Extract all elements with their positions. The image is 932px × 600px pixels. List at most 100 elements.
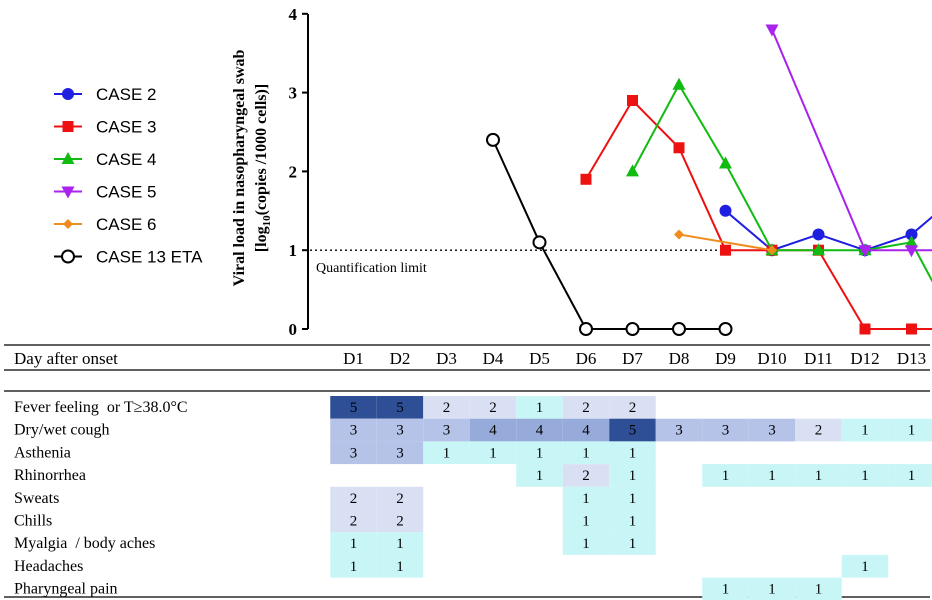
heat-cell-value: 4 bbox=[582, 423, 590, 439]
x-tick-label: D10 bbox=[757, 349, 786, 368]
symptom-row-pharyngeal-pain: Pharyngeal pain 1 1 1 bbox=[14, 577, 842, 600]
symptom-label: Headaches bbox=[14, 558, 83, 575]
symptom-label: Fever feeling or T≥38.0°C bbox=[14, 399, 188, 416]
heat-cell bbox=[748, 577, 796, 600]
heat-cell bbox=[795, 577, 842, 600]
symptom-heatmap: Fever feeling or T≥38.0°C 5 5 2 2 1 2 2 Dry/wet … bbox=[14, 396, 932, 600]
symptom-label: Dry/wet cough bbox=[14, 422, 110, 439]
legend-label: CASE 4 bbox=[96, 150, 156, 169]
heat-cell-value: 4 bbox=[489, 423, 497, 439]
symptom-label: Chills bbox=[14, 513, 52, 530]
heat-cell bbox=[376, 532, 424, 555]
heat-cell bbox=[423, 441, 470, 465]
heat-cell-value: 5 bbox=[350, 400, 358, 416]
heat-cell bbox=[609, 464, 656, 487]
data-point-case-3 bbox=[859, 323, 871, 335]
heat-cell bbox=[748, 464, 796, 487]
data-point-case-3 bbox=[627, 94, 638, 106]
data-point-case-5 bbox=[765, 24, 779, 37]
data-point-case-3 bbox=[673, 142, 685, 154]
heat-cell-value: 1 bbox=[768, 582, 776, 598]
heat-cell bbox=[702, 464, 749, 487]
x-tick-label: D9 bbox=[715, 349, 736, 368]
series-case-13-eta bbox=[486, 132, 733, 336]
heat-cell bbox=[841, 418, 889, 442]
heat-cell bbox=[562, 532, 610, 555]
x-tick-label: D1 bbox=[343, 349, 364, 368]
heat-cell-value: 1 bbox=[722, 468, 730, 484]
data-point-case-4 bbox=[719, 156, 732, 169]
data-point-case-13-eta bbox=[718, 322, 733, 336]
heat-cell bbox=[841, 554, 889, 578]
heat-cell bbox=[330, 441, 377, 465]
x-tick-label: D2 bbox=[390, 349, 411, 368]
data-point-case-2 bbox=[812, 228, 825, 241]
heat-cell bbox=[609, 418, 656, 442]
x-tick-label: D12 bbox=[850, 349, 879, 368]
legend-label: CASE 13 ETA bbox=[96, 248, 203, 267]
heat-cell-value: 1 bbox=[396, 559, 404, 575]
symptom-row-headaches: Headaches 1 1 1 bbox=[14, 554, 889, 578]
heat-cell-value: 1 bbox=[350, 536, 358, 552]
x-tick-label: D5 bbox=[529, 349, 550, 368]
heat-cell-value: 1 bbox=[443, 445, 451, 461]
data-point-case-2 bbox=[905, 228, 918, 241]
heat-cell bbox=[702, 418, 749, 442]
data-point-case-13-eta bbox=[579, 322, 593, 336]
data-point-case-13-eta bbox=[625, 322, 640, 336]
legend-marker bbox=[61, 249, 75, 264]
series-line-case-3 bbox=[585, 98, 932, 330]
legend-item-case-2: CASE 2 bbox=[54, 85, 156, 104]
heat-cell bbox=[330, 418, 377, 442]
heat-cell-value: 1 bbox=[722, 582, 730, 598]
series-group bbox=[486, 24, 932, 336]
y-tick-label: 1 bbox=[289, 241, 298, 260]
x-tick-label: D13 bbox=[897, 349, 926, 368]
heat-cell bbox=[609, 441, 656, 465]
heat-cell-value: 4 bbox=[536, 423, 544, 439]
data-point-case-3 bbox=[580, 173, 592, 185]
heat-cell-value: 1 bbox=[908, 468, 916, 484]
series-case-5 bbox=[765, 24, 932, 258]
heat-cell bbox=[376, 441, 424, 465]
heat-cell-value: 1 bbox=[582, 445, 590, 461]
legend-marker bbox=[61, 186, 75, 199]
data-point-case-5 bbox=[858, 245, 872, 258]
heat-cell-value: 1 bbox=[861, 468, 869, 484]
heat-cell-value: 1 bbox=[536, 445, 544, 461]
symptom-label: Pharyngeal pain bbox=[14, 581, 118, 598]
heat-cell bbox=[655, 418, 703, 442]
heat-cell bbox=[330, 554, 377, 578]
heat-cell bbox=[609, 509, 656, 533]
heat-cell-value: 1 bbox=[350, 559, 358, 575]
legend-item-case-4: CASE 4 bbox=[54, 150, 156, 169]
y-tick-label: 3 bbox=[289, 84, 298, 103]
heat-cell-value: 2 bbox=[582, 400, 590, 416]
heat-cell bbox=[516, 464, 563, 487]
legend-item-case-3: CASE 3 bbox=[54, 118, 156, 137]
y-axis-ticks: 0 1 2 3 4 bbox=[289, 5, 308, 339]
heat-cell-value: 2 bbox=[815, 423, 823, 439]
data-point-case-13-eta bbox=[532, 235, 547, 250]
symptom-label: Myalgia / body aches bbox=[14, 535, 155, 552]
series-line-case-5 bbox=[771, 29, 932, 252]
heat-cell bbox=[469, 441, 517, 465]
heat-cell bbox=[423, 396, 470, 419]
data-point-case-6 bbox=[674, 229, 684, 240]
heat-cell bbox=[888, 418, 932, 442]
heat-cell bbox=[562, 418, 610, 442]
heat-cell-value: 2 bbox=[489, 400, 497, 416]
series-case-4 bbox=[626, 77, 932, 283]
x-tick-label: D7 bbox=[622, 349, 643, 368]
heat-cell-value: 1 bbox=[815, 468, 823, 484]
data-point-case-4 bbox=[672, 77, 686, 90]
symptom-row-dry-wet-cough: Dry/wet cough33344453332111 bbox=[14, 418, 932, 442]
heat-cell-value: 1 bbox=[629, 514, 637, 530]
heat-cell bbox=[795, 418, 842, 442]
heat-cell-value: 3 bbox=[396, 423, 404, 439]
heat-cell-value: 1 bbox=[629, 445, 637, 461]
heat-cell-value: 5 bbox=[629, 423, 637, 439]
heat-cell bbox=[609, 532, 656, 555]
heat-cell bbox=[516, 418, 563, 442]
